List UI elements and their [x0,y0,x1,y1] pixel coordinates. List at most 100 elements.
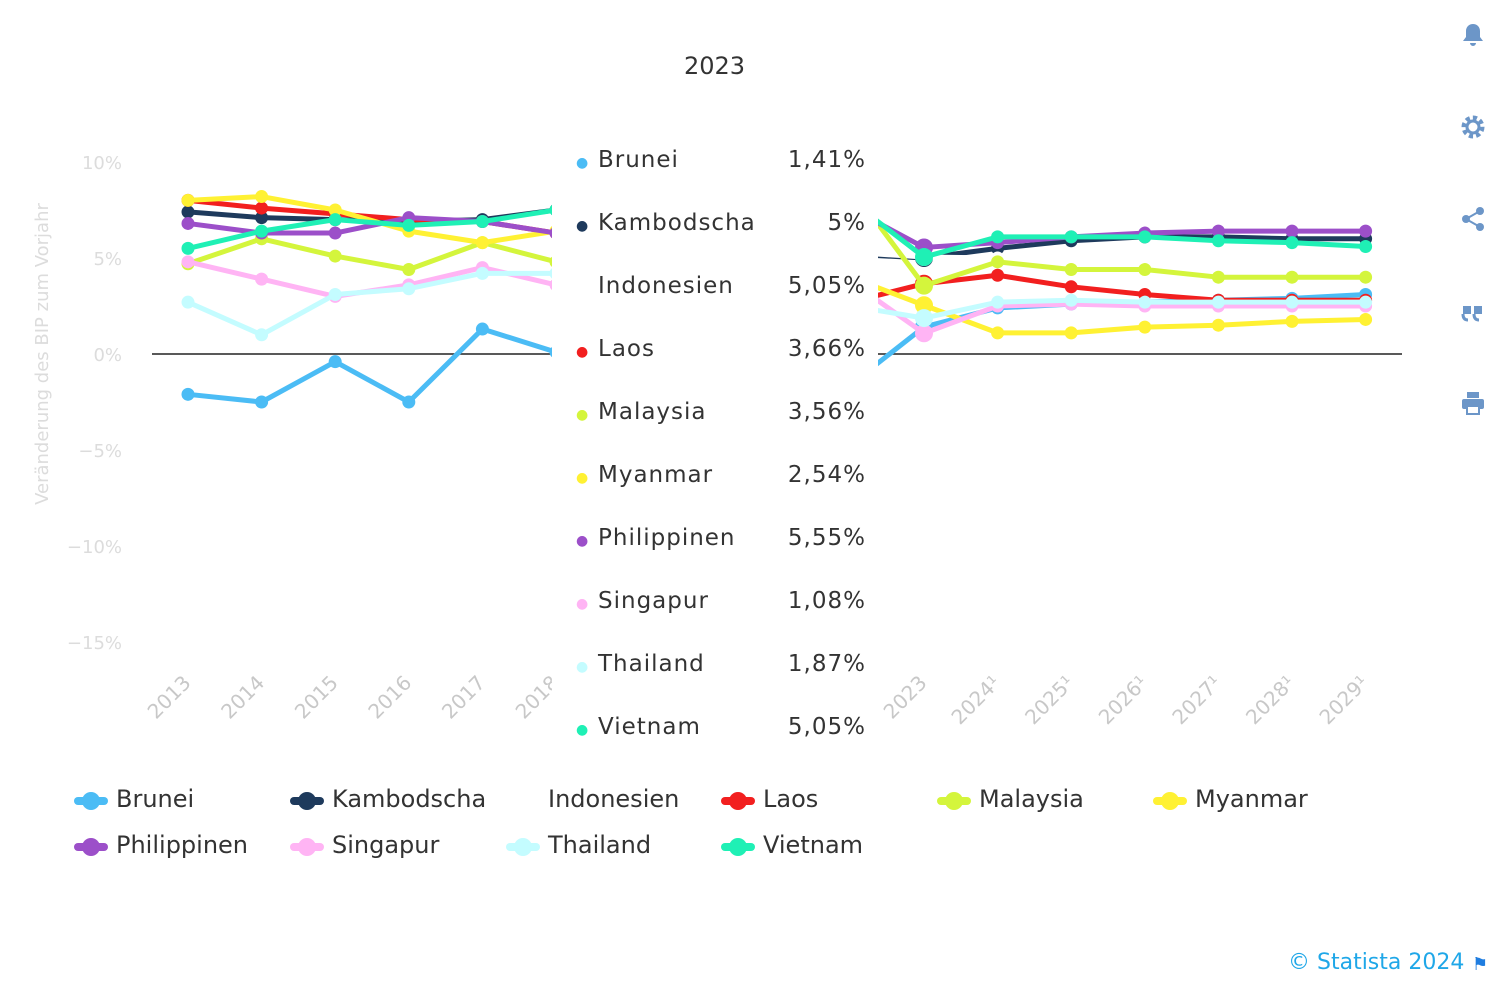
data-point-singapur[interactable] [181,255,195,269]
data-point-thailand[interactable] [1211,295,1225,309]
tooltip-series-value: 3,56% [787,399,866,425]
data-point-laos[interactable] [255,201,269,215]
data-point-malaysia[interactable] [915,276,933,295]
tooltip-series-value: 5% [827,210,866,236]
data-point-thailand[interactable] [255,328,269,342]
legend-swatch-icon [74,838,108,856]
statista-credit[interactable]: © Statista 2024 [1288,950,1465,975]
data-point-thailand[interactable] [402,282,416,296]
data-point-vietnam[interactable] [991,230,1005,244]
data-point-indonesien[interactable] [402,251,416,265]
data-point-philippinen[interactable] [181,216,195,230]
data-point-indonesien[interactable] [1211,249,1225,263]
print-icon[interactable] [1460,390,1486,416]
series-dot-icon: ● [576,155,589,171]
data-point-thailand[interactable] [1138,295,1152,309]
tooltip-series-value: 1,87% [787,651,866,677]
data-point-malaysia[interactable] [1285,270,1299,284]
data-point-vietnam[interactable] [1138,230,1152,244]
legend-label: Singapur [332,831,440,859]
data-point-malaysia[interactable] [1359,270,1373,284]
data-point-singapur[interactable] [255,272,269,286]
data-point-vietnam[interactable] [328,213,342,227]
data-point-myanmar[interactable] [328,203,342,217]
data-point-myanmar[interactable] [1285,314,1299,328]
data-point-thailand[interactable] [181,295,195,309]
tooltip-series-name: Brunei [598,147,679,173]
x-tick-label: 2014 [216,671,269,724]
data-point-thailand[interactable] [475,266,489,280]
data-point-thailand[interactable] [328,287,342,301]
data-point-myanmar[interactable] [255,190,269,204]
data-point-myanmar[interactable] [1211,318,1225,332]
data-point-vietnam[interactable] [181,241,195,255]
data-point-malaysia[interactable] [991,255,1005,269]
data-point-philippinen[interactable] [1211,224,1225,238]
data-point-vietnam[interactable] [1211,234,1225,248]
data-point-philippinen[interactable] [328,226,342,240]
data-point-vietnam[interactable] [255,224,269,238]
data-point-vietnam[interactable] [475,215,489,229]
flag-icon[interactable]: ⚑ [1472,954,1489,975]
data-point-brunei[interactable] [181,387,195,401]
data-point-singapur[interactable] [915,324,933,343]
data-point-myanmar[interactable] [1064,326,1078,340]
x-tick-label: 2017 [437,671,490,724]
data-point-philippinen[interactable] [1359,224,1373,238]
legend-label: Vietnam [763,831,864,859]
data-point-indonesien[interactable] [255,251,269,265]
x-tick-label: 2023 [879,671,932,724]
tooltip-series-name: Myanmar [598,462,714,488]
data-point-kambodscha[interactable] [255,211,269,225]
y-tick-label: −5% [78,441,122,462]
data-point-myanmar[interactable] [1359,312,1373,326]
data-point-philippinen[interactable] [1285,224,1299,238]
legend-label: Brunei [116,785,195,813]
data-point-thailand[interactable] [1064,293,1078,307]
data-point-myanmar[interactable] [475,236,489,250]
legend-swatch-icon [74,792,108,810]
data-point-brunei[interactable] [328,355,342,369]
data-point-indonesien[interactable] [1138,249,1152,263]
x-tick-label: 2015 [290,671,343,724]
data-point-indonesien[interactable] [1359,249,1373,263]
gear-icon[interactable] [1460,114,1486,140]
x-tick-label: 2029¹ [1315,671,1374,730]
tooltip-row: ● Malaysia 3,56% [576,395,866,435]
data-point-vietnam[interactable] [1359,239,1373,253]
data-point-malaysia[interactable] [1211,270,1225,284]
data-point-vietnam[interactable] [402,218,416,232]
tooltip-series-name: Vietnam [598,714,701,740]
data-point-kambodscha[interactable] [181,205,195,219]
data-point-brunei[interactable] [402,395,416,409]
data-point-malaysia[interactable] [402,263,416,277]
data-point-myanmar[interactable] [181,193,195,207]
data-point-indonesien[interactable] [475,249,489,263]
data-point-thailand[interactable] [1285,295,1299,309]
bell-icon[interactable] [1460,22,1486,48]
data-point-thailand[interactable] [991,295,1005,309]
data-point-malaysia[interactable] [1064,263,1078,277]
legend-swatch-icon [721,792,755,810]
x-tick-label: 2028¹ [1241,671,1300,730]
data-point-malaysia[interactable] [328,249,342,263]
tooltip-series-name: Laos [598,336,655,362]
quote-icon[interactable] [1460,298,1486,324]
data-point-vietnam[interactable] [1285,236,1299,250]
data-point-brunei[interactable] [255,395,269,409]
data-point-myanmar[interactable] [991,326,1005,340]
data-point-vietnam[interactable] [1064,230,1078,244]
data-point-indonesien[interactable] [1064,249,1078,263]
y-tick-label: −10% [67,537,122,558]
data-point-laos[interactable] [991,268,1005,282]
data-point-indonesien[interactable] [1285,249,1299,263]
data-point-myanmar[interactable] [1138,320,1152,334]
data-point-vietnam[interactable] [915,248,933,267]
data-point-myanmar[interactable] [915,296,933,315]
data-point-thailand[interactable] [1359,295,1373,309]
data-point-brunei[interactable] [475,322,489,336]
data-point-thailand[interactable] [915,309,933,328]
share-icon[interactable] [1460,206,1486,232]
data-point-malaysia[interactable] [1138,263,1152,277]
data-point-laos[interactable] [1064,280,1078,294]
